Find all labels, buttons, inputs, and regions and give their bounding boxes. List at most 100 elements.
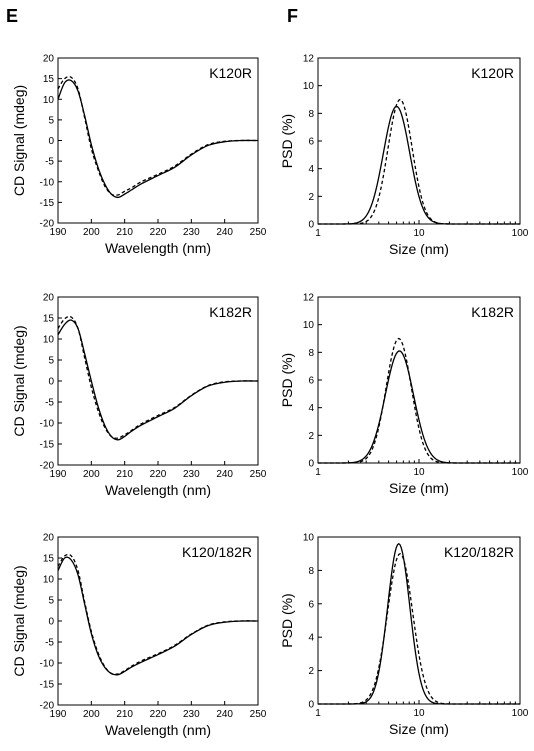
- y-tick-label: 8: [308, 348, 314, 359]
- mutant-label: K182R: [471, 304, 514, 320]
- y-tick-label: 20: [43, 533, 55, 544]
- y-tick-label: 8: [308, 109, 314, 120]
- y-tick-label: 4: [308, 403, 314, 414]
- chart-f-3: 1 10 100 0 2 4 6 8 10 12 Size (nm) PSD (%) K182R: [279, 293, 529, 497]
- y-tick-label: -15: [40, 680, 55, 691]
- series-line-solid: [57, 556, 259, 676]
- y-tick-label: -5: [45, 638, 54, 649]
- y-tick-label: 12: [303, 54, 315, 65]
- x-axis-label: Wavelength (nm): [105, 240, 211, 256]
- x-tick-label: 190: [50, 709, 67, 720]
- y-tick-label: 0: [48, 617, 54, 628]
- y-tick-label: -20: [40, 219, 55, 230]
- y-tick-label: 0: [308, 459, 314, 470]
- y-tick-label: 0: [48, 377, 54, 388]
- x-tick-label: 200: [83, 709, 100, 720]
- x-tick-label: 10: [413, 467, 425, 478]
- y-tick-label: 0: [308, 700, 314, 711]
- x-tick-label: 190: [50, 469, 67, 480]
- y-tick-label: -10: [40, 659, 55, 670]
- x-tick-label: 1: [315, 708, 321, 719]
- x-tick-label: 240: [216, 227, 233, 238]
- x-tick-label: 10: [413, 228, 425, 239]
- series-line-solid: [57, 319, 259, 441]
- y-tick-label: 6: [308, 599, 314, 610]
- plot-frame: [317, 296, 521, 464]
- y-tick-label: 10: [303, 533, 315, 544]
- y-tick-label: 15: [43, 314, 55, 325]
- series-line-solid: [318, 105, 520, 225]
- y-tick-label: 10: [303, 320, 315, 331]
- y-tick-label: 5: [48, 596, 54, 607]
- y-tick-label: 10: [43, 575, 55, 586]
- y-tick-label: -15: [40, 440, 55, 451]
- chart-f-1: 1 10 100 0 2 4 6 8 10 12 Size (nm) PSD (%) K120R: [279, 54, 529, 258]
- y-tick-label: 12: [303, 293, 315, 304]
- y-tick-label: -10: [40, 177, 55, 188]
- x-tick-label: 210: [116, 469, 133, 480]
- mutant-label: K120R: [209, 65, 252, 81]
- x-tick-label: 190: [50, 227, 67, 238]
- y-tick-label: 4: [308, 164, 314, 175]
- y-tick-label: 2: [308, 666, 314, 677]
- y-tick-label: 8: [308, 566, 314, 577]
- series-line-dashed: [57, 553, 259, 676]
- x-tick-label: 230: [183, 709, 200, 720]
- x-axis-label: Size (nm): [389, 241, 449, 257]
- y-tick-label: 6: [308, 376, 314, 387]
- x-tick-label: 250: [250, 469, 267, 480]
- series-line-solid: [57, 79, 259, 199]
- series-line-dashed: [318, 337, 520, 464]
- series-line-solid: [318, 542, 520, 705]
- y-tick-label: -20: [40, 461, 55, 472]
- x-axis-label: Wavelength (nm): [105, 482, 211, 498]
- mutant-label: K120/182R: [182, 544, 252, 560]
- x-tick-label: 200: [83, 227, 100, 238]
- y-tick-label: 2: [308, 192, 314, 203]
- y-tick-label: 0: [308, 220, 314, 231]
- x-axis-label: Size (nm): [389, 480, 449, 496]
- y-tick-label: -15: [40, 198, 55, 209]
- y-axis-label: PSD (%): [279, 593, 295, 647]
- panel-letter-f: F: [287, 6, 298, 26]
- chart-grid: 190 200 210 220 230 240 250-20-15-10-505101520…: [11, 54, 529, 739]
- y-axis-label: CD Signal (mdeg): [11, 565, 27, 676]
- series-line-dashed: [318, 552, 520, 705]
- x-tick-label: 220: [150, 469, 167, 480]
- x-tick-label: 250: [250, 709, 267, 720]
- x-axis-label: Wavelength (nm): [105, 722, 211, 738]
- y-tick-label: 10: [303, 81, 315, 92]
- y-tick-label: 0: [48, 136, 54, 147]
- y-axis-label: CD Signal (mdeg): [11, 325, 27, 436]
- chart-f-5: 1 10 100 0 2 4 6 8 10 Size (nm) PSD (%) K120/182R: [279, 533, 529, 738]
- x-tick-label: 210: [116, 227, 133, 238]
- plot-frame: [57, 57, 259, 224]
- series-line-dashed: [57, 315, 259, 439]
- x-tick-label: 10: [413, 708, 425, 719]
- y-tick-label: -20: [40, 701, 55, 712]
- y-tick-label: 4: [308, 633, 314, 644]
- y-tick-label: 10: [43, 335, 55, 346]
- y-tick-label: 10: [43, 95, 55, 106]
- y-tick-label: 20: [43, 293, 55, 304]
- series-line-dashed: [57, 75, 259, 196]
- x-tick-label: 230: [183, 227, 200, 238]
- x-tick-label: 240: [216, 709, 233, 720]
- y-tick-label: 2: [308, 431, 314, 442]
- mutant-label: K120/182R: [444, 544, 514, 560]
- x-tick-label: 250: [250, 227, 267, 238]
- plot-frame: [317, 57, 521, 225]
- chart-e-0: 190 200 210 220 230 240 250 -20 -15 -10 -5 0 5 10 15 20…: [11, 54, 267, 257]
- y-tick-label: 15: [43, 74, 55, 85]
- x-tick-label: 220: [150, 227, 167, 238]
- x-tick-label: 100: [512, 708, 529, 719]
- panel-letter-e: E: [6, 6, 18, 26]
- y-tick-label: -5: [45, 398, 54, 409]
- y-tick-label: -10: [40, 419, 55, 430]
- series-line-solid: [318, 350, 520, 464]
- y-axis-label: PSD (%): [279, 114, 295, 168]
- x-tick-label: 200: [83, 469, 100, 480]
- plot-frame: [317, 536, 521, 705]
- y-tick-label: 20: [43, 54, 55, 65]
